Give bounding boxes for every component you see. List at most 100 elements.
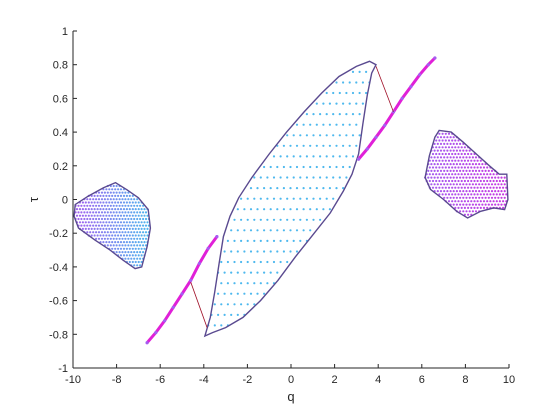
data-point bbox=[451, 200, 454, 203]
data-point bbox=[431, 179, 435, 183]
data-point bbox=[95, 204, 98, 207]
data-point bbox=[97, 224, 101, 227]
data-point bbox=[342, 123, 345, 126]
data-point bbox=[106, 217, 109, 221]
data-point bbox=[118, 224, 121, 227]
data-point bbox=[146, 221, 149, 224]
data-point bbox=[312, 176, 315, 179]
data-point bbox=[289, 250, 292, 253]
data-point bbox=[89, 217, 92, 221]
data-point bbox=[102, 241, 105, 244]
data-point bbox=[470, 152, 473, 156]
data-point bbox=[99, 194, 102, 197]
data-point bbox=[118, 244, 121, 247]
data-point bbox=[451, 193, 454, 196]
data-point bbox=[109, 198, 112, 201]
data-point bbox=[95, 211, 98, 214]
data-point bbox=[124, 211, 127, 214]
data-point bbox=[136, 264, 139, 267]
data-point bbox=[226, 239, 229, 242]
data-point bbox=[90, 214, 93, 217]
data-point bbox=[137, 247, 140, 250]
data-point bbox=[81, 227, 84, 230]
data-point bbox=[144, 237, 148, 240]
data-point bbox=[454, 139, 457, 142]
data-point bbox=[103, 204, 106, 207]
data-point bbox=[134, 208, 137, 211]
data-point bbox=[451, 159, 454, 162]
data-point bbox=[89, 231, 92, 234]
data-point bbox=[90, 208, 93, 211]
data-point bbox=[459, 176, 462, 179]
data-point bbox=[457, 173, 460, 176]
data-point bbox=[114, 214, 117, 217]
data-point bbox=[140, 227, 143, 230]
data-point bbox=[454, 200, 457, 203]
data-point bbox=[143, 234, 146, 237]
data-point bbox=[486, 173, 489, 176]
data-point bbox=[447, 173, 451, 176]
data-point bbox=[93, 234, 96, 237]
data-point bbox=[130, 231, 133, 234]
data-point bbox=[266, 176, 269, 179]
data-point bbox=[136, 211, 139, 214]
data-point bbox=[206, 246, 210, 250]
data-point bbox=[83, 204, 86, 207]
data-point bbox=[457, 152, 460, 156]
data-point bbox=[121, 211, 124, 214]
data-point bbox=[111, 201, 114, 204]
data-point bbox=[500, 196, 503, 199]
data-point bbox=[146, 234, 149, 237]
data-point bbox=[131, 194, 134, 197]
data-point bbox=[447, 152, 451, 156]
data-point bbox=[315, 187, 318, 190]
data-point bbox=[486, 206, 489, 209]
data-point bbox=[449, 183, 452, 186]
data-point bbox=[315, 102, 318, 105]
data-point bbox=[435, 179, 438, 183]
data-point bbox=[338, 91, 341, 95]
data-point bbox=[500, 203, 503, 206]
data-point bbox=[130, 257, 133, 260]
data-point bbox=[345, 91, 348, 95]
data-point bbox=[355, 123, 358, 126]
data-point bbox=[479, 186, 482, 189]
data-point bbox=[452, 176, 455, 179]
data-point bbox=[409, 85, 413, 89]
data-point bbox=[383, 123, 387, 127]
data-point bbox=[128, 201, 131, 204]
data-point bbox=[154, 331, 158, 335]
data-point bbox=[272, 176, 276, 179]
data-point bbox=[498, 179, 501, 183]
data-point bbox=[481, 163, 484, 166]
data-point bbox=[444, 173, 447, 176]
data-point bbox=[118, 211, 121, 214]
data-point bbox=[124, 198, 127, 201]
data-point bbox=[133, 237, 136, 240]
data-point bbox=[439, 183, 443, 186]
data-point bbox=[117, 188, 120, 191]
data-point bbox=[312, 197, 315, 200]
data-point bbox=[476, 206, 479, 209]
data-point bbox=[279, 218, 282, 221]
data-point bbox=[299, 218, 302, 221]
data-point bbox=[459, 142, 462, 145]
data-point bbox=[471, 203, 474, 206]
data-point bbox=[133, 211, 136, 214]
data-point bbox=[473, 193, 476, 196]
data-point bbox=[81, 201, 84, 204]
data-point bbox=[112, 211, 115, 214]
data-point bbox=[117, 201, 120, 204]
data-point bbox=[115, 251, 118, 254]
data-point bbox=[436, 156, 439, 159]
data-point bbox=[118, 237, 121, 240]
data-point bbox=[433, 169, 436, 172]
data-point bbox=[439, 190, 443, 193]
data-point bbox=[455, 196, 458, 199]
data-point bbox=[276, 187, 279, 190]
data-point bbox=[315, 123, 318, 126]
data-point bbox=[142, 224, 145, 227]
data-point bbox=[490, 203, 494, 206]
data-point bbox=[117, 214, 120, 217]
data-point bbox=[462, 156, 465, 159]
